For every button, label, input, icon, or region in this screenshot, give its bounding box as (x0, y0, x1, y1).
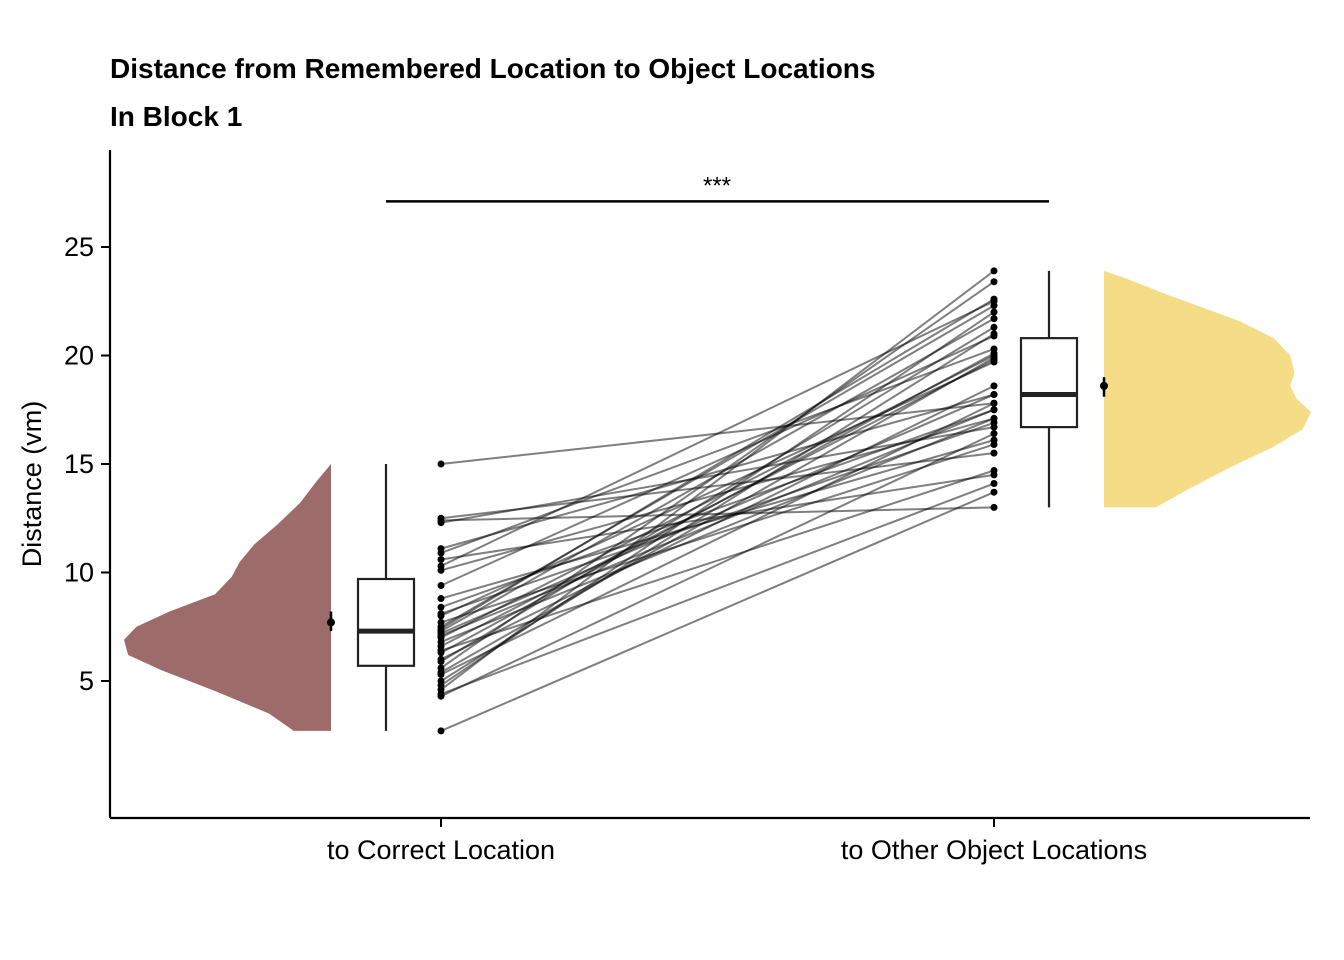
pair-line (440, 335, 995, 587)
axes: 5 10 15 20 25 to Correct Location to Other Obj… (64, 150, 1310, 865)
pair-line (440, 352, 995, 654)
data-point (437, 727, 445, 735)
data-point (437, 610, 445, 618)
significance-annotation: *** (386, 172, 1049, 203)
data-point (990, 302, 998, 310)
chart-title: Distance from Remembered Location to Obj… (110, 53, 875, 84)
data-point (990, 295, 998, 303)
data-point (437, 460, 445, 468)
data-point (437, 649, 445, 657)
density-cloud (1104, 270, 1311, 508)
y-axis-title: Distance (vm) (17, 401, 47, 568)
data-point (990, 488, 998, 496)
data-point (990, 449, 998, 457)
data-point (990, 267, 998, 275)
data-point (990, 391, 998, 399)
data-point (437, 670, 445, 678)
y-tick-label: 15 (64, 449, 94, 479)
data-point (990, 480, 998, 488)
data-points (437, 267, 998, 735)
data-point (990, 419, 998, 427)
data-point (990, 315, 998, 323)
pair-line (440, 491, 995, 732)
data-point (990, 308, 998, 316)
data-point (990, 382, 998, 390)
data-point (437, 549, 445, 557)
data-point (990, 440, 998, 448)
data-point (990, 278, 998, 286)
pair-line (440, 384, 995, 661)
mean-point (1100, 381, 1108, 390)
y-tick-label: 25 (64, 232, 94, 262)
box-plots (356, 270, 1079, 731)
density-clouds (124, 270, 1311, 731)
pair-line (440, 300, 995, 567)
x-tick-label: to Correct Location (327, 835, 555, 865)
chart-subtitle: In Block 1 (110, 101, 242, 132)
data-point (437, 555, 445, 563)
data-point (437, 623, 445, 631)
data-point (990, 503, 998, 511)
significance-label: *** (703, 172, 731, 199)
y-tick-label: 10 (64, 558, 94, 588)
pair-line (440, 311, 995, 687)
data-point (990, 399, 998, 407)
density-cloud (124, 464, 331, 731)
data-point (437, 603, 445, 611)
pair-line (440, 421, 995, 615)
data-point (437, 692, 445, 700)
data-point (437, 582, 445, 590)
pair-line (440, 432, 995, 698)
data-point (990, 467, 998, 475)
mean-point (327, 618, 335, 627)
pair-line (440, 304, 995, 628)
box-body (1019, 337, 1079, 429)
data-point (990, 330, 998, 338)
paired-lines (440, 270, 995, 732)
data-point (437, 595, 445, 603)
x-tick-label: to Other Object Locations (841, 835, 1147, 865)
box-body (356, 577, 416, 667)
data-point (990, 354, 998, 362)
pair-line (440, 280, 995, 669)
pair-line (440, 270, 995, 691)
pair-line (440, 326, 995, 663)
mean-markers (327, 377, 1108, 632)
data-point (437, 519, 445, 527)
data-point (437, 655, 445, 663)
data-point (990, 323, 998, 331)
pair-line (440, 482, 995, 695)
data-point (437, 566, 445, 574)
pair-line (440, 402, 995, 676)
y-tick-label: 20 (64, 341, 94, 371)
y-tick-label: 5 (79, 666, 94, 696)
data-point (990, 406, 998, 414)
data-point (990, 430, 998, 438)
